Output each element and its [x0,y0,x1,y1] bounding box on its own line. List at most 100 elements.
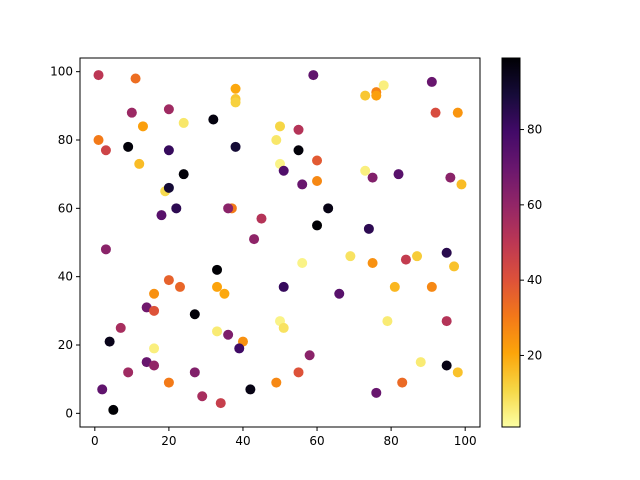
x-tick-label: 60 [309,434,324,448]
data-point-95 [449,261,460,272]
x-tick-label: 80 [383,434,398,448]
data-point-45 [426,76,437,87]
x-tick-label: 0 [91,434,99,448]
data-point-29 [293,124,304,135]
data-point-0 [93,70,104,81]
colorbar-tick-label: 20 [527,348,542,362]
data-point-87 [400,254,411,265]
data-point-1 [130,73,141,84]
plot-frame [79,57,481,428]
data-point-47 [452,107,463,118]
y-tick-label: 80 [58,133,73,147]
data-point-31 [297,179,308,190]
colorbar-tick-label: 60 [527,198,542,212]
data-point-59 [149,343,160,354]
y-tick-label: 40 [58,270,73,284]
data-point-11 [208,114,219,125]
data-point-19 [230,97,241,108]
colorbar-axis: 20 40 60 80 [520,123,542,362]
data-point-23 [256,213,267,224]
data-point-48 [445,172,456,183]
data-point-5 [137,121,148,132]
data-point-51 [104,336,115,347]
data-point-7 [134,158,145,169]
data-point-90 [382,316,393,327]
data-point-40 [378,80,389,91]
data-point-50 [100,244,111,255]
data-point-46 [430,107,441,118]
data-point-36 [312,220,323,231]
colorbar-frame [501,57,521,428]
x-tick-label: 20 [161,434,176,448]
data-point-12 [178,169,189,180]
x-axis: 0 20 40 60 80 100 [91,427,477,448]
data-point-8 [163,104,174,115]
data-point-65 [163,377,174,388]
data-point-9 [163,145,174,156]
data-point-99 [452,367,463,378]
data-point-82 [304,350,315,361]
data-point-42 [367,172,378,183]
data-point-43 [393,169,404,180]
y-tick-label: 60 [58,201,73,215]
data-point-91 [371,387,382,398]
data-point-79 [278,281,289,292]
data-point-2 [93,135,104,145]
colorbar-tick-label: 40 [527,273,542,287]
data-point-97 [441,316,452,327]
data-point-98 [441,360,452,371]
data-point-30 [293,145,304,156]
data-point-85 [334,288,345,299]
data-point-93 [415,357,426,368]
data-point-77 [271,377,282,388]
data-point-4 [126,107,137,118]
y-tick-label: 100 [50,65,73,79]
data-point-81 [278,322,289,333]
data-point-41 [360,165,371,176]
data-point-26 [271,135,282,145]
data-point-92 [397,377,408,388]
data-points [93,70,467,415]
data-point-37 [360,90,371,101]
data-point-28 [278,165,289,176]
data-point-25 [275,121,285,132]
data-point-33 [312,155,323,166]
data-point-74 [234,343,245,354]
data-point-57 [149,288,160,299]
data-point-52 [115,322,126,333]
y-tick-label: 20 [58,338,73,352]
data-point-78 [297,258,308,268]
data-point-89 [389,281,400,292]
colorbar [502,58,520,427]
data-point-44 [363,223,374,234]
data-point-53 [123,367,134,378]
data-point-17 [230,83,241,94]
data-point-32 [308,70,319,81]
data-point-86 [367,258,378,268]
x-tick-label: 40 [235,434,250,448]
data-point-75 [215,398,226,409]
data-point-10 [178,117,189,128]
colorbar-tick-label: 80 [527,123,542,137]
data-point-22 [223,203,234,214]
data-point-58 [149,305,160,316]
data-point-3 [100,145,111,156]
data-point-61 [149,360,160,371]
data-point-62 [163,275,174,286]
data-point-71 [212,326,223,337]
data-point-70 [219,288,230,299]
data-point-14 [163,182,174,193]
data-point-6 [123,141,134,152]
data-point-54 [97,384,108,395]
data-point-16 [171,203,182,214]
data-point-88 [412,251,423,262]
data-point-66 [189,367,200,378]
data-point-83 [293,367,304,378]
data-point-20 [230,141,241,152]
data-point-63 [175,281,185,292]
data-point-34 [312,176,323,186]
data-point-55 [108,404,119,415]
data-point-35 [323,203,334,214]
data-point-76 [245,384,256,395]
data-point-49 [456,179,467,190]
